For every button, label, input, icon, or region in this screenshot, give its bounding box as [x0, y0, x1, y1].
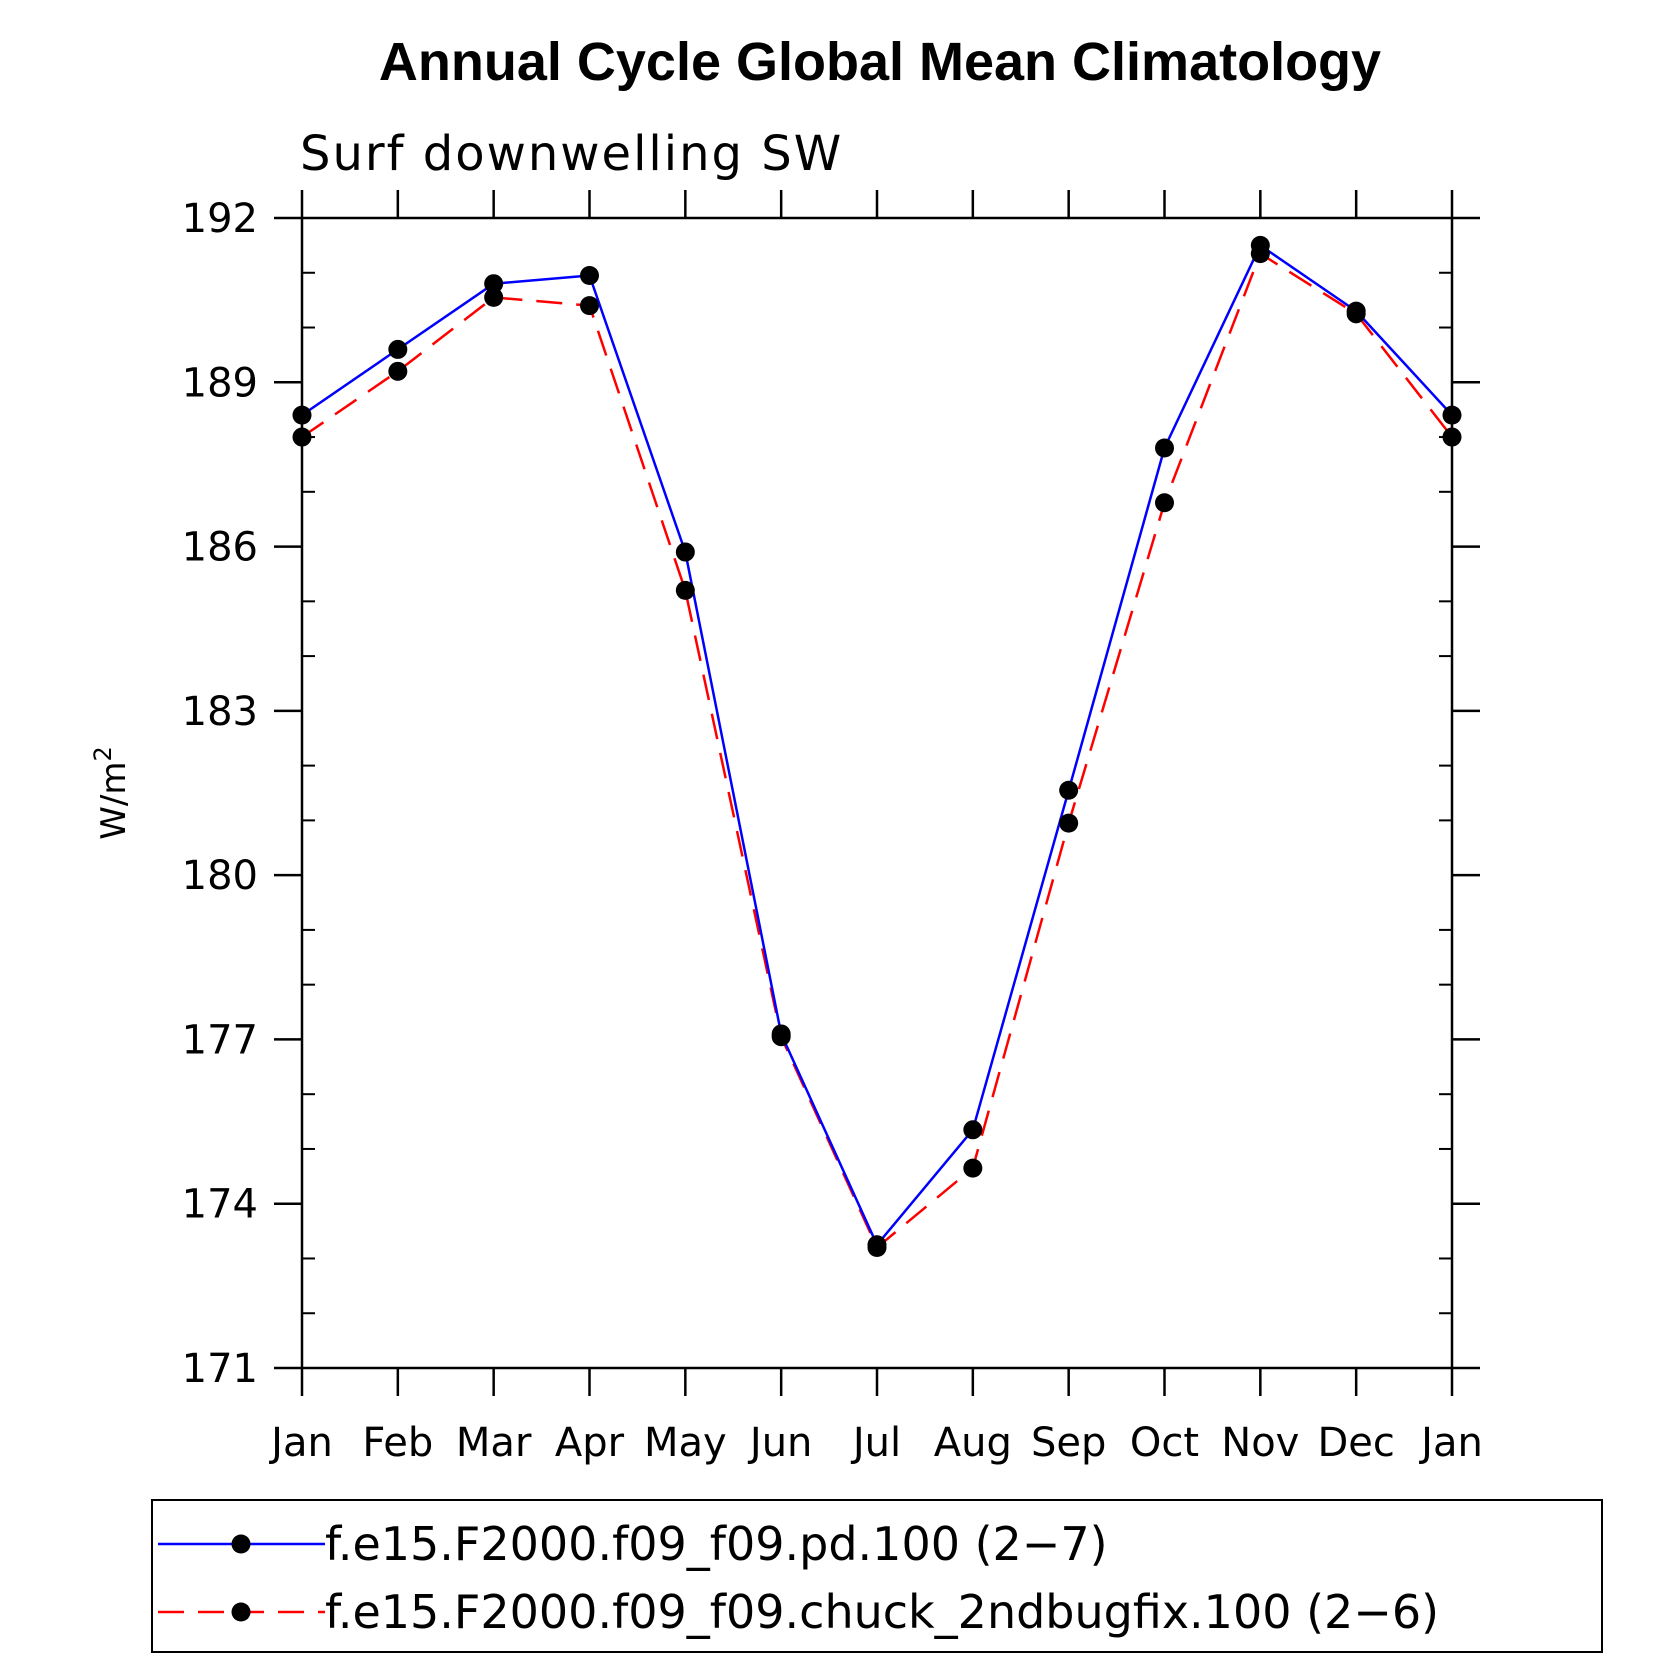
- x-tick-label: Jan: [1418, 1420, 1483, 1466]
- x-tick-label: Aug: [934, 1420, 1012, 1466]
- x-tick-label: Dec: [1317, 1420, 1394, 1466]
- series-layer: [292, 235, 1462, 1258]
- series-1-point: [1155, 438, 1174, 458]
- x-tick-label: May: [644, 1420, 727, 1466]
- legend-box: [151, 1499, 1603, 1653]
- legend: f.e15.F2000.f09_f09.pd.100 (2−7) f.e15.F…: [151, 1499, 1603, 1653]
- series-1-line: [301, 244, 1453, 1247]
- y-tick-label: 189: [182, 360, 258, 406]
- series-1-point: [388, 339, 408, 359]
- series-2-point: [292, 427, 312, 447]
- series-1-point: [1442, 405, 1462, 425]
- axes-frame: [300, 216, 1454, 1370]
- series-2-point: [867, 1238, 887, 1258]
- x-tick-label: Feb: [362, 1420, 433, 1466]
- x-tick-label: Oct: [1130, 1420, 1199, 1466]
- x-tick-label: Jan: [268, 1420, 333, 1466]
- x-tick-label: Nov: [1221, 1420, 1299, 1466]
- x-tick-label: Mar: [456, 1420, 532, 1466]
- series-2-point: [1155, 493, 1174, 513]
- y-tick-label: 186: [182, 525, 258, 571]
- series-2-point: [1250, 244, 1270, 264]
- series-2-point: [1346, 304, 1366, 324]
- series-2-point: [1442, 427, 1462, 447]
- legend-marker-series-2: [231, 1602, 251, 1622]
- chart-subtitle: Surf downwelling SW: [300, 126, 843, 182]
- legend-marker-series-1: [231, 1534, 251, 1554]
- series-1-point: [292, 405, 312, 425]
- y-axis-label-superscript: 2: [89, 746, 117, 761]
- series-2-point: [580, 296, 599, 316]
- x-tick-labels: Jan Feb Mar Apr May Jun Jul Aug Sep Oct Nov Dec Jan: [268, 1420, 1483, 1466]
- series-2-point: [484, 287, 504, 307]
- series-2-point: [675, 580, 695, 600]
- y-axis-label: W/m2: [89, 746, 134, 839]
- y-tick-label: 192: [182, 196, 258, 242]
- series-2-line: [301, 252, 1453, 1249]
- legend-label-series-2: f.e15.F2000.f09_f09.chuck_2ndbugfix.100 …: [325, 1585, 1439, 1639]
- y-tick-label: 174: [182, 1182, 258, 1228]
- series-1-point: [675, 542, 695, 562]
- y-tick-labels: 171 174 177 180 183 186 189 192: [182, 196, 258, 1392]
- x-tick-label: Jul: [850, 1420, 901, 1466]
- plot-frame: [300, 216, 1454, 1370]
- series-2-point: [388, 361, 408, 381]
- series-2-point: [963, 1158, 983, 1178]
- x-tick-label: Sep: [1031, 1420, 1106, 1466]
- x-tick-label: Jun: [747, 1420, 813, 1466]
- series-1-point: [963, 1120, 983, 1140]
- series-2-point: [771, 1027, 791, 1047]
- axis-ticks: [274, 190, 1480, 1396]
- x-tick-label: Apr: [555, 1420, 625, 1466]
- chart-title: Annual Cycle Global Mean Climatology: [379, 32, 1381, 92]
- y-tick-label: 177: [182, 1017, 258, 1063]
- y-axis-label-unit: W/m: [94, 762, 134, 840]
- series-2-point: [1059, 813, 1079, 833]
- series-1-point: [484, 274, 504, 294]
- y-tick-label: 180: [182, 853, 258, 899]
- y-tick-label: 183: [182, 689, 258, 735]
- series-1-point: [1059, 780, 1079, 800]
- y-tick-label: 171: [182, 1346, 258, 1392]
- legend-label-series-1: f.e15.F2000.f09_f09.pd.100 (2−7): [325, 1517, 1108, 1571]
- series-1-point: [580, 266, 599, 285]
